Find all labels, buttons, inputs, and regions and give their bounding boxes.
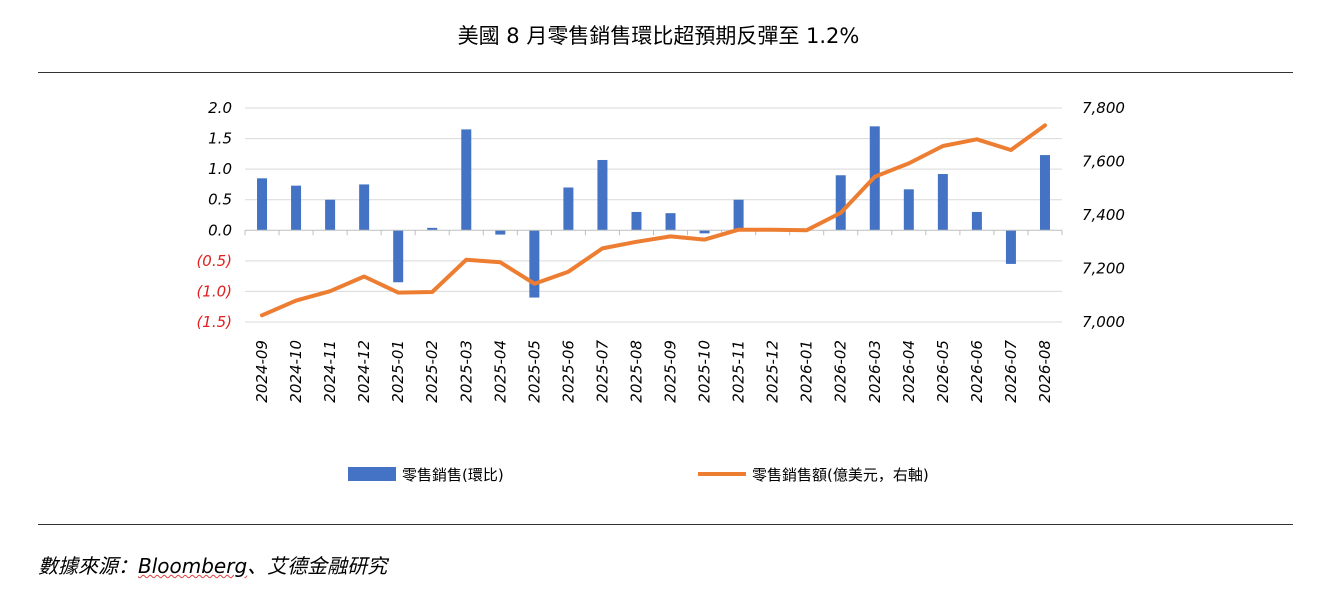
x-tick-label: 2026-04 (900, 340, 918, 403)
bar (733, 199, 744, 231)
x-tick-label: 2024-12 (355, 340, 373, 403)
x-tick-label: 2026-08 (1036, 340, 1054, 403)
top-divider (38, 72, 1293, 73)
x-tick-label: 2025-01 (389, 340, 407, 403)
x-tick-label: 2026-02 (832, 340, 850, 403)
right-axis-tick-label: 7,400 (1082, 206, 1125, 224)
x-tick-label: 2026-07 (1002, 340, 1020, 403)
right-axis-tick-label: 7,800 (1082, 99, 1125, 117)
legend-bar-label: 零售銷售(環比) (402, 466, 504, 484)
source-brand: Bloomberg (138, 554, 248, 578)
x-tick-label: 2025-08 (627, 340, 645, 403)
x-tick-label: 2025-04 (491, 340, 509, 403)
left-axis-tick-label: 0.0 (208, 221, 232, 239)
bar (461, 129, 472, 231)
left-axis-tick-label: (1.0) (196, 282, 232, 300)
bar (665, 213, 676, 231)
chart-title: 美國 8 月零售銷售環比超預期反彈至 1.2% (457, 24, 860, 48)
x-tick-label: 2025-03 (457, 340, 475, 403)
bar (699, 230, 710, 234)
x-tick-label: 2025-06 (559, 340, 577, 403)
bar (597, 159, 608, 231)
x-tick-label: 2025-09 (662, 340, 680, 403)
right-axis-tick-label: 7,000 (1082, 313, 1125, 331)
bar (325, 199, 336, 231)
bar (495, 230, 506, 235)
left-axis-tick-label: 0.5 (208, 191, 232, 209)
bar (903, 189, 914, 231)
source-prefix: 數據來源： (38, 554, 138, 578)
bar (359, 184, 370, 231)
x-tick-label: 2024-11 (321, 340, 339, 403)
x-tick-label: 2026-06 (968, 340, 986, 403)
bar (631, 211, 642, 231)
x-tick-label: 2026-03 (866, 340, 884, 403)
bar (291, 185, 302, 231)
bar (563, 187, 574, 231)
left-axis-tick-label: 2.0 (208, 99, 232, 117)
x-tick-label: 2026-01 (798, 340, 816, 403)
bar (1039, 155, 1050, 231)
x-tick-label: 2025-11 (730, 340, 748, 403)
bar (393, 230, 404, 283)
x-tick-label: 2025-02 (423, 340, 441, 403)
x-tick-label: 2025-12 (764, 340, 782, 403)
bar (1005, 230, 1016, 264)
legend-line-label: 零售銷售額(億美元，右軸) (752, 466, 929, 484)
right-axis-tick-label: 7,600 (1082, 153, 1125, 171)
bar (427, 227, 438, 231)
legend-bar-swatch (348, 467, 396, 481)
source-suffix: 、艾德金融研究 (247, 554, 388, 578)
line-series (260, 123, 1047, 318)
x-tick-label: 2025-07 (593, 340, 611, 403)
x-tick-label: 2024-10 (287, 340, 305, 403)
x-tick-label: 2024-09 (253, 340, 271, 403)
left-axis-tick-label: 1.5 (208, 130, 232, 148)
x-tick-label: 2026-05 (934, 340, 952, 403)
x-tick-label: 2025-10 (696, 340, 714, 403)
x-tick-label: 2025-05 (525, 340, 543, 403)
bar (835, 175, 846, 231)
right-axis-tick-label: 7,200 (1082, 260, 1125, 278)
bar (257, 178, 268, 231)
left-axis-tick-label: (1.5) (196, 313, 232, 331)
bar (971, 211, 982, 231)
bar (937, 174, 948, 231)
left-axis-tick-label: 1.0 (208, 160, 232, 178)
bar (529, 230, 540, 298)
source-note: 數據來源：Bloomberg、艾德金融研究 (38, 550, 387, 579)
left-axis-tick-label: (0.5) (196, 252, 232, 270)
bottom-divider (38, 524, 1293, 525)
